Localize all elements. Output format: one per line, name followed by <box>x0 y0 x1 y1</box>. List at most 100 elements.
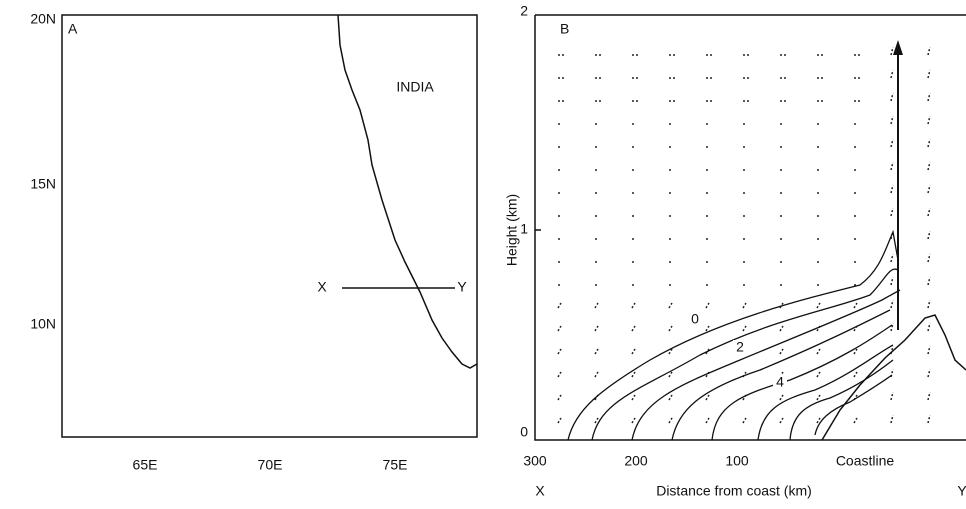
y-tick-label: 2 <box>520 3 528 19</box>
lon-label: 65E <box>133 457 158 473</box>
wind-vector <box>705 394 710 401</box>
coastline <box>337 14 478 369</box>
wind-vector <box>890 184 894 194</box>
wind-vector <box>927 161 931 171</box>
wind-vector <box>927 69 931 79</box>
wind-vector <box>668 417 673 424</box>
wind-vector <box>557 371 562 378</box>
section-start: X <box>317 279 327 295</box>
section-end: Y <box>457 279 467 295</box>
wind-vector <box>816 394 821 401</box>
wind-vector <box>668 302 673 309</box>
wind-vector <box>779 417 784 424</box>
wind-vector <box>557 348 562 355</box>
wind-vector <box>557 302 562 309</box>
wind-vector <box>594 371 599 378</box>
wind-vector <box>927 184 931 194</box>
wind-vector <box>631 394 636 401</box>
wind-vector <box>557 417 562 424</box>
map-frame <box>61 14 478 438</box>
wind-vector <box>927 322 931 332</box>
label-bg <box>773 375 787 391</box>
wind-vector <box>890 115 894 125</box>
wind-vector <box>927 414 931 424</box>
wind-vector <box>631 325 636 332</box>
section-start: X <box>535 483 545 499</box>
wind-vector <box>668 348 673 355</box>
lat-label: 15N <box>30 176 56 192</box>
wind-vector <box>927 46 931 56</box>
wind-vector <box>631 371 636 378</box>
wind-vector <box>742 325 747 332</box>
section-end: Y <box>957 483 966 499</box>
wind-vector <box>816 417 821 424</box>
topography <box>821 314 966 441</box>
country-label: INDIA <box>396 79 434 95</box>
wind-vector <box>853 371 858 378</box>
panel-label: A <box>68 21 78 37</box>
wind-vector <box>890 322 894 332</box>
wind-vector <box>927 230 931 240</box>
wind-vector <box>927 345 931 355</box>
wind-vector <box>927 253 931 263</box>
lon-label: 70E <box>258 457 283 473</box>
y-tick-label: 1 <box>520 221 528 237</box>
wind-vector <box>890 69 894 79</box>
wind-vector <box>594 325 599 332</box>
wind-vector <box>890 92 894 102</box>
wind-vector <box>816 302 821 309</box>
wind-vector <box>779 325 784 332</box>
wind-vector <box>631 417 636 424</box>
wind-vector <box>890 276 894 286</box>
contour-label: 0 <box>691 311 699 327</box>
contours <box>567 229 901 441</box>
y-tick-label: 0 <box>520 424 528 440</box>
wind-vector <box>890 299 894 309</box>
wind-vector <box>927 368 931 378</box>
wind-vector <box>890 138 894 148</box>
panel-label: B <box>560 21 569 37</box>
wind-vector <box>927 92 931 102</box>
wind-vector <box>631 302 636 309</box>
wind-vector <box>816 348 821 355</box>
wind-vector <box>705 417 710 424</box>
wind-vector <box>890 161 894 171</box>
wind-vector <box>853 348 858 355</box>
wind-vector <box>927 391 931 401</box>
coastline-label: Coastline <box>836 453 895 469</box>
label-bg <box>733 340 747 356</box>
wind-vector <box>890 253 894 263</box>
wind-vector <box>890 414 894 424</box>
wind-vector <box>890 207 894 217</box>
wind-vector <box>816 371 821 378</box>
x-tick-label: 300 <box>523 453 547 469</box>
wind-vector <box>594 348 599 355</box>
wind-vector <box>705 302 710 309</box>
wind-vector <box>668 394 673 401</box>
lat-label: 10N <box>30 316 56 332</box>
wind-vectors <box>557 46 931 424</box>
contour-label: 4 <box>776 374 784 390</box>
wind-vector <box>668 325 673 332</box>
arrow-head <box>893 40 903 55</box>
wind-vector <box>779 348 784 355</box>
wind-vector <box>853 417 858 424</box>
wind-vector <box>927 207 931 217</box>
wind-vector <box>927 115 931 125</box>
wind-vector <box>705 348 710 355</box>
label-bg <box>688 312 702 328</box>
x-axis-label: Distance from coast (km) <box>656 483 812 499</box>
wind-vector <box>927 276 931 286</box>
lon-label: 75E <box>383 457 408 473</box>
wind-vector <box>631 348 636 355</box>
wind-vector <box>890 391 894 401</box>
wind-vector <box>927 138 931 148</box>
wind-vector <box>705 325 710 332</box>
wind-vector <box>890 46 894 56</box>
wind-vector <box>779 302 784 309</box>
x-tick-label: 200 <box>624 453 648 469</box>
wind-vector <box>594 302 599 309</box>
x-tick-label: 100 <box>725 453 749 469</box>
wind-vector <box>853 302 858 309</box>
